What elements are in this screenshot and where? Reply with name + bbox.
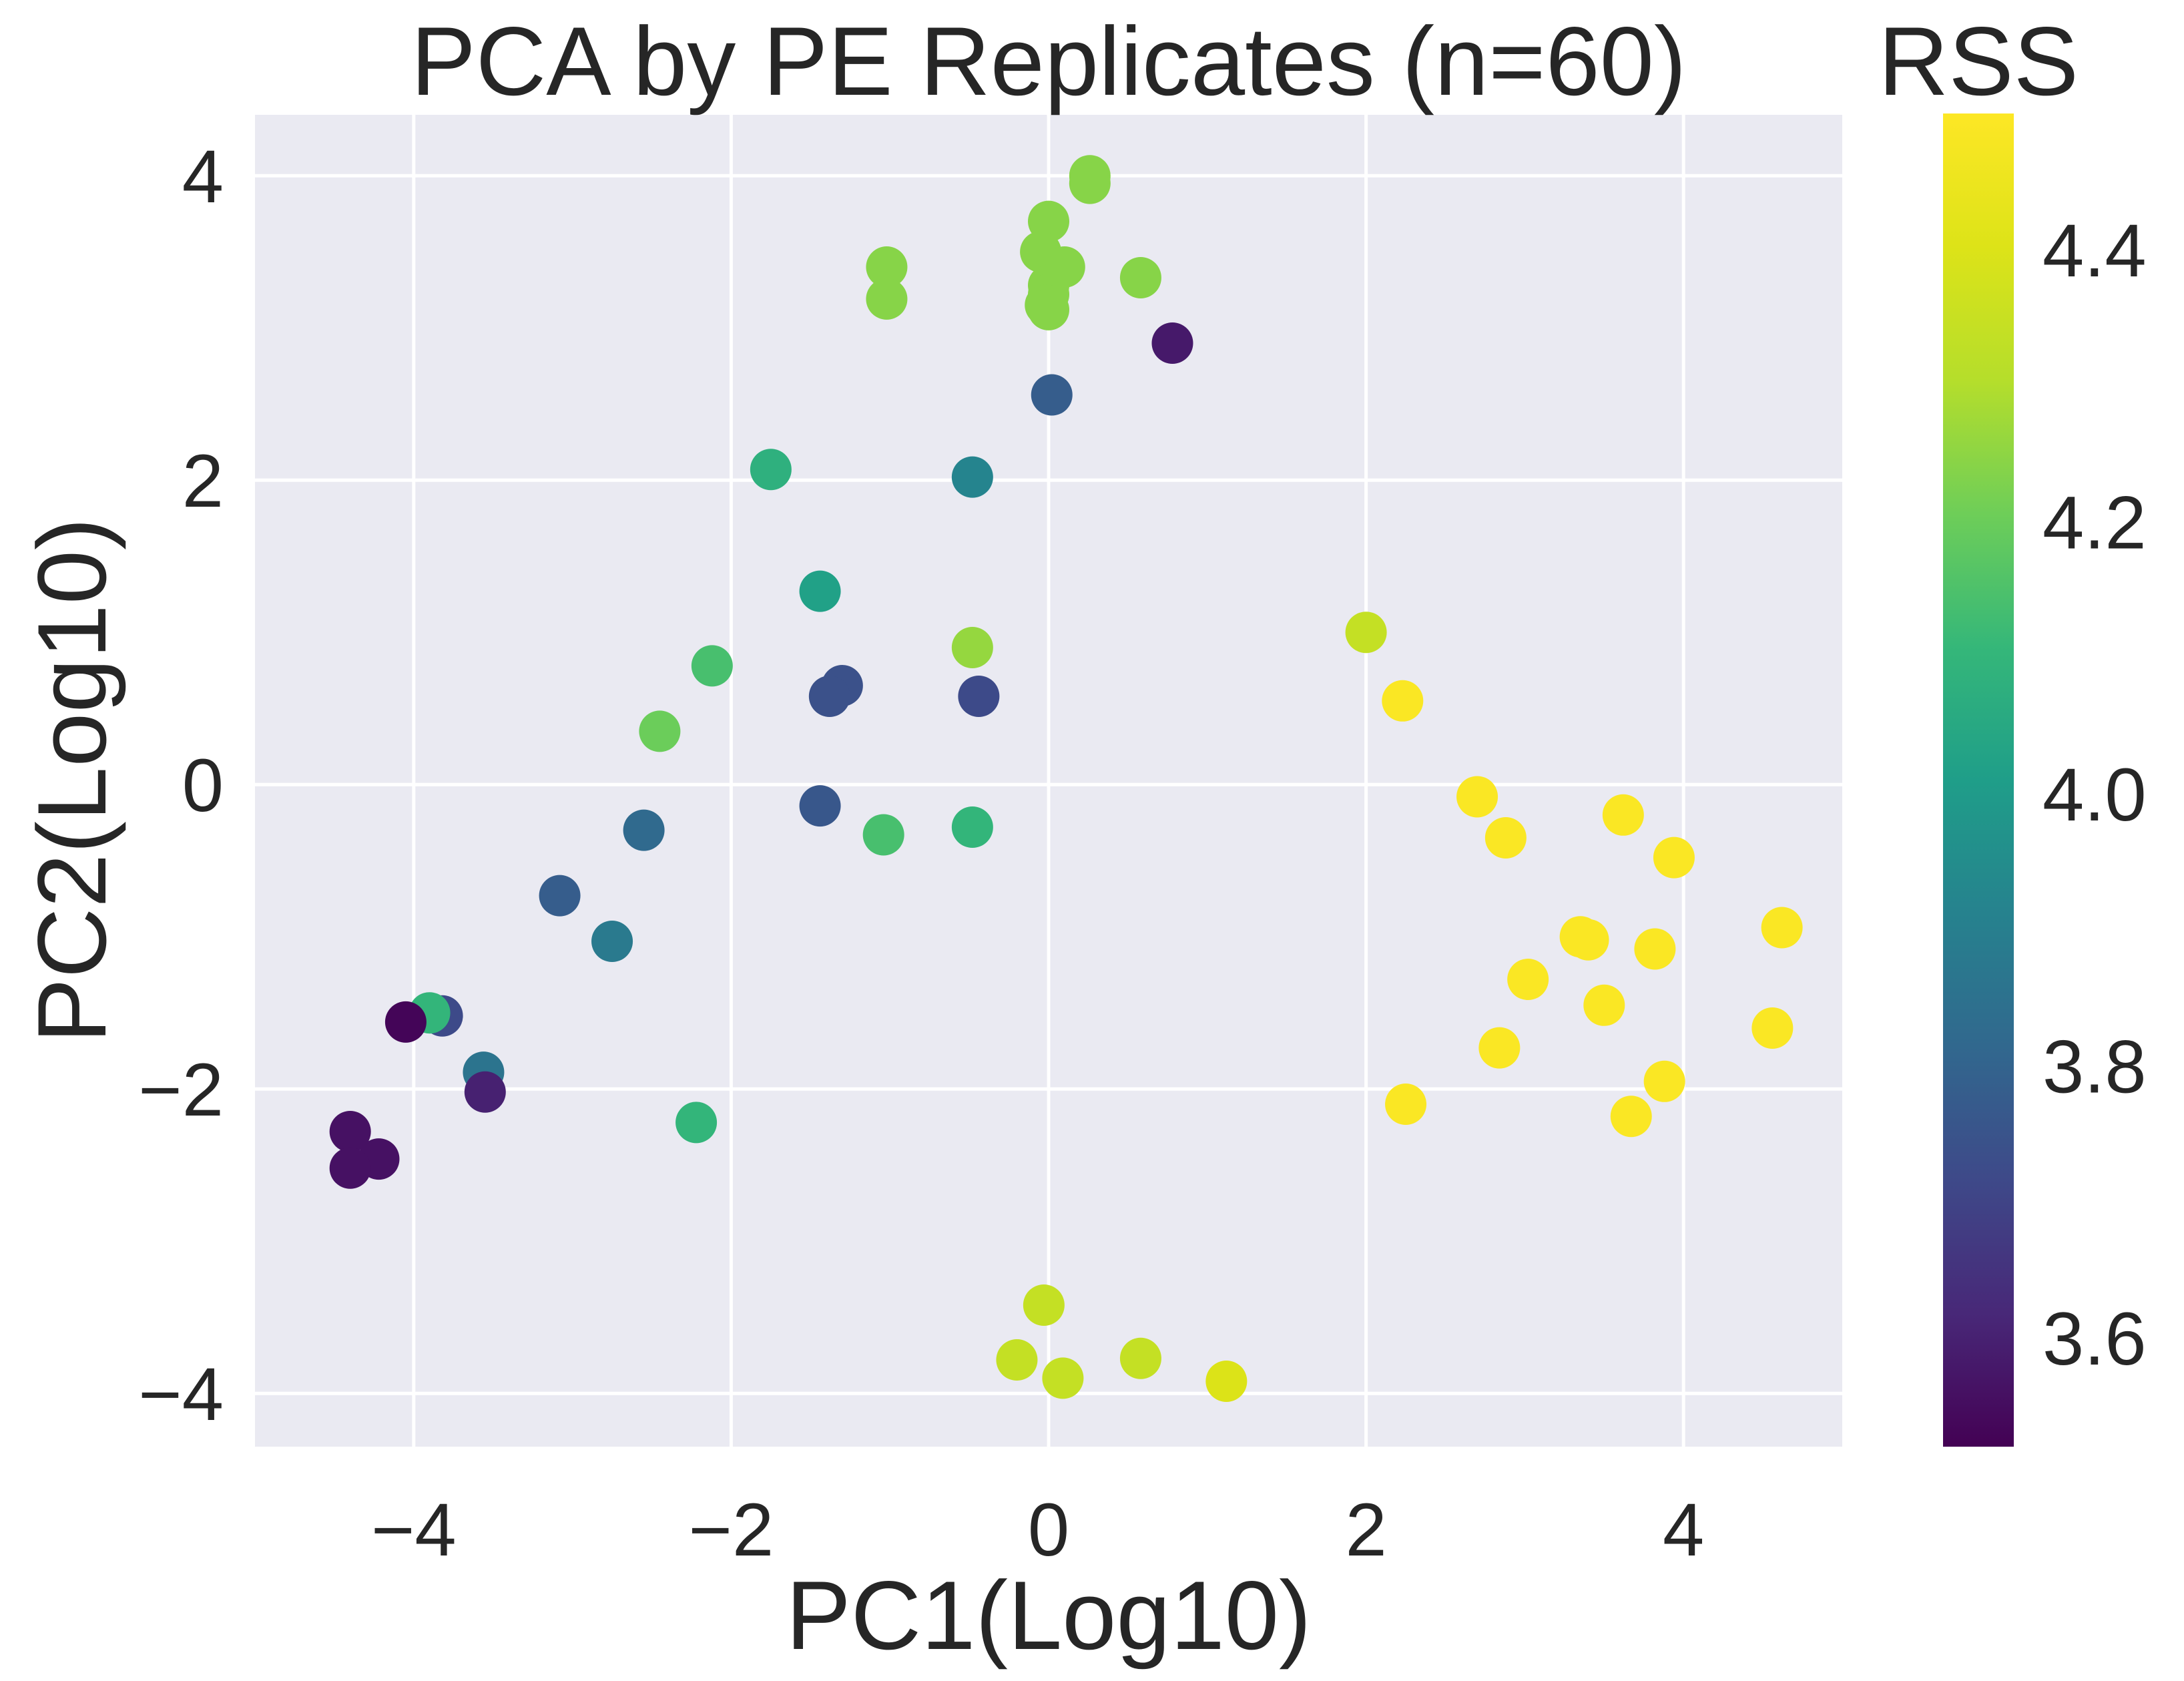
data-point	[1205, 1360, 1248, 1402]
data-point	[1643, 1060, 1685, 1102]
data-point	[591, 921, 633, 963]
y-tick-label: 0	[182, 744, 224, 827]
data-point	[1023, 1284, 1065, 1326]
chart-title: PCA by PE Replicates (n=60)	[411, 7, 1686, 115]
data-point	[1031, 374, 1073, 416]
x-tick-label: 4	[1663, 1488, 1704, 1572]
data-point	[951, 456, 993, 498]
y-axis-label: PC2(Log10)	[17, 517, 126, 1043]
colorbar-ticks: 3.6 3.8 4.0 4.2 4.4	[2042, 209, 2147, 1381]
data-point	[1653, 836, 1695, 879]
data-point	[1602, 794, 1644, 836]
grid-lines	[255, 115, 1842, 1447]
x-tick-label: −2	[689, 1488, 774, 1572]
data-point	[951, 627, 993, 668]
data-point	[1634, 928, 1676, 970]
colorbar-tick-label: 4.4	[2042, 209, 2147, 292]
data-point	[1761, 907, 1803, 949]
y-tick-label: 4	[182, 135, 224, 218]
data-point	[1345, 612, 1387, 654]
x-tick-label: −4	[371, 1488, 457, 1572]
data-point	[623, 809, 665, 851]
data-point	[866, 246, 908, 288]
data-point	[1751, 1007, 1794, 1049]
data-point	[866, 278, 908, 320]
colorbar-label: RSS	[1878, 7, 2079, 115]
data-points	[329, 155, 1803, 1402]
data-point	[996, 1339, 1038, 1381]
data-point	[1484, 817, 1527, 859]
data-point	[951, 806, 993, 849]
data-point	[808, 675, 850, 717]
data-point	[384, 1001, 427, 1043]
data-point	[675, 1102, 718, 1144]
data-point	[1385, 1084, 1427, 1125]
data-point	[639, 710, 681, 752]
data-point	[1069, 162, 1111, 204]
data-point	[329, 1147, 371, 1189]
x-tick-label: 0	[1028, 1488, 1069, 1572]
colorbar-tick-label: 3.6	[2042, 1297, 2147, 1381]
data-point	[1119, 1337, 1161, 1379]
data-point	[799, 785, 841, 827]
data-point	[1610, 1096, 1652, 1138]
data-point	[1456, 776, 1498, 818]
data-point	[862, 814, 904, 856]
data-point	[1507, 959, 1549, 1001]
y-tick-label: −4	[138, 1353, 224, 1436]
data-point	[1028, 288, 1069, 330]
data-point	[1583, 984, 1625, 1026]
colorbar	[1943, 113, 2014, 1447]
colorbar-tick-label: 3.8	[2042, 1025, 2147, 1108]
data-point	[1119, 256, 1161, 298]
y-tick-label: −2	[138, 1048, 224, 1132]
data-point	[691, 645, 733, 687]
data-point	[1382, 680, 1424, 722]
data-point	[464, 1071, 506, 1113]
data-point	[1478, 1027, 1521, 1069]
x-tick-label: 2	[1345, 1488, 1386, 1572]
colorbar-tick-label: 4.2	[2042, 481, 2147, 564]
y-tick-label: 2	[182, 439, 224, 523]
data-point	[750, 449, 792, 491]
data-point	[799, 570, 841, 612]
x-axis-label: PC1(Log10)	[786, 1561, 1311, 1670]
colorbar-tick-label: 4.0	[2042, 753, 2147, 836]
x-tick-labels: −4 −2 0 2 4	[371, 1488, 1704, 1572]
data-point	[539, 875, 581, 917]
data-point	[958, 675, 1000, 717]
y-tick-labels: −4 −2 0 2 4	[138, 135, 224, 1436]
data-point	[1042, 1357, 1084, 1399]
data-point	[1567, 919, 1609, 961]
data-point	[329, 1111, 371, 1153]
data-point	[1151, 322, 1193, 364]
